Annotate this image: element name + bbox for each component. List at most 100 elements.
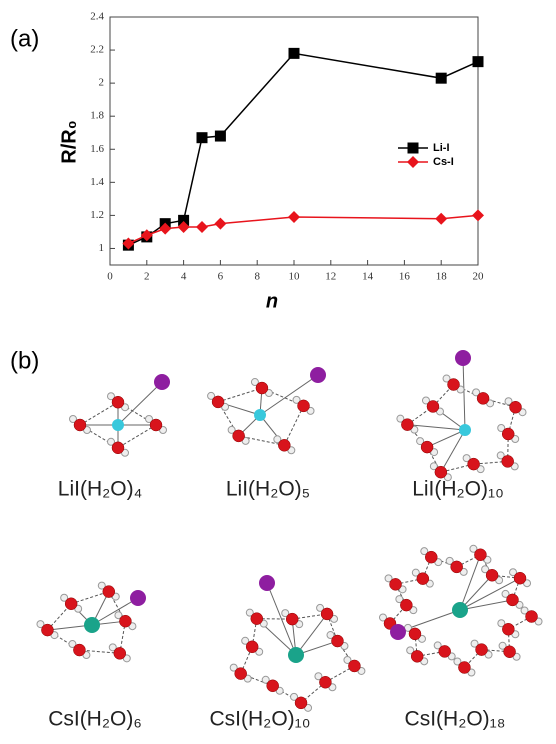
oxygen-atom <box>514 572 526 584</box>
x-axis-label: n <box>266 290 278 312</box>
oxygen-atom <box>411 650 423 662</box>
oxygen-atom <box>390 578 402 590</box>
legend-label: Li-I <box>433 142 450 154</box>
marker-square <box>215 131 226 142</box>
oxygen-atom <box>331 635 343 647</box>
oxygen-atom <box>504 646 516 658</box>
marker-diamond <box>214 218 226 230</box>
oxygen-atom <box>526 610 538 622</box>
panel-label: (b) <box>10 347 39 374</box>
oxygen-atom <box>451 561 463 573</box>
oxygen-atom <box>502 455 514 467</box>
molecule <box>208 367 326 454</box>
marker-diamond <box>435 213 447 225</box>
marker-square <box>197 132 208 143</box>
molecule <box>379 545 542 676</box>
x-tick-label: 0 <box>107 271 113 283</box>
oxygen-atom <box>400 599 412 611</box>
oxygen-atom <box>286 613 298 625</box>
oxygen-atom <box>256 382 268 394</box>
x-tick-label: 2 <box>144 271 150 283</box>
oxygen-atom <box>251 613 263 625</box>
oxygen-atom <box>298 400 310 412</box>
x-tick-label: 20 <box>473 271 485 283</box>
structure-label: CsI(H₂O)₆ <box>48 708 142 731</box>
marker-square <box>436 73 447 84</box>
y-tick-label: 2.2 <box>90 44 104 56</box>
oxygen-atom <box>150 419 162 431</box>
oxygen-atom <box>348 660 360 672</box>
oxygen-atom <box>439 645 451 657</box>
marker-square <box>473 56 484 67</box>
oxygen-atom <box>448 379 460 391</box>
y-axis-label: R/R₀ <box>58 120 80 163</box>
y-tick-label: 1 <box>99 242 105 254</box>
oxygen-atom <box>65 598 77 610</box>
oxygen-atom <box>427 400 439 412</box>
hydrogen-bond <box>118 425 156 448</box>
metal-atom <box>84 617 100 633</box>
structure-label: CsI(H₂O)₁₈ <box>405 708 506 731</box>
y-tick-label: 1.2 <box>90 209 104 221</box>
iodine-atom <box>130 590 146 606</box>
molecule <box>397 350 526 481</box>
molecule <box>70 374 171 456</box>
oxygen-atom <box>474 549 486 561</box>
structure-label: LiI(H₂O)₄ <box>58 478 142 501</box>
oxygen-atom <box>421 441 433 453</box>
oxygen-atom <box>458 661 470 673</box>
oxygen-atom <box>112 396 124 408</box>
oxygen-atom <box>119 615 131 627</box>
hydrogen-bond <box>218 388 262 402</box>
oxygen-atom <box>502 428 514 440</box>
oxygen-atom <box>435 466 447 478</box>
oxygen-atom <box>486 569 498 581</box>
oxygen-atom <box>114 647 126 659</box>
metal-atom <box>254 409 266 421</box>
oxygen-atom <box>468 458 480 470</box>
metal-atom <box>288 647 304 663</box>
oxygen-atom <box>502 623 514 635</box>
y-tick-label: 1.8 <box>90 110 104 122</box>
oxygen-atom <box>233 430 245 442</box>
oxygen-atom <box>74 419 86 431</box>
oxygen-atom <box>41 624 53 636</box>
oxygen-atom <box>246 641 258 653</box>
marker-diamond <box>472 209 484 221</box>
bond <box>441 430 465 472</box>
metal-atom <box>452 602 468 618</box>
oxygen-atom <box>278 439 290 451</box>
oxygen-atom <box>212 396 224 408</box>
x-tick-label: 6 <box>218 271 224 283</box>
bond <box>460 555 480 610</box>
x-tick-label: 16 <box>399 271 411 283</box>
oxygen-atom <box>417 573 429 585</box>
legend-label: Cs-I <box>433 156 454 168</box>
oxygen-atom <box>477 392 489 404</box>
x-tick-label: 4 <box>181 271 187 283</box>
oxygen-atom <box>401 419 413 431</box>
iodine-atom <box>154 374 170 390</box>
panel-label: (a) <box>10 25 39 52</box>
marker-diamond <box>407 156 419 168</box>
iodine-atom <box>259 575 275 591</box>
oxygen-atom <box>476 644 488 656</box>
y-tick-label: 1.4 <box>90 176 104 188</box>
hydrogen-bond <box>80 402 118 425</box>
oxygen-atom <box>321 608 333 620</box>
y-tick-label: 1.6 <box>90 143 104 155</box>
x-tick-label: 12 <box>325 271 336 283</box>
structure-label: LiI(H₂O)₅ <box>226 478 310 501</box>
y-tick-label: 2 <box>99 77 105 89</box>
structure-label: CsI(H₂O)₁₀ <box>210 708 311 731</box>
oxygen-atom <box>112 442 124 454</box>
x-tick-label: 18 <box>436 271 448 283</box>
oxygen-atom <box>235 668 247 680</box>
x-tick-label: 14 <box>362 271 374 283</box>
oxygen-atom <box>425 551 437 563</box>
marker-square <box>408 143 419 154</box>
metal-atom <box>459 424 471 436</box>
oxygen-atom <box>507 594 519 606</box>
metal-atom <box>112 419 124 431</box>
iodine-atom <box>390 624 406 640</box>
